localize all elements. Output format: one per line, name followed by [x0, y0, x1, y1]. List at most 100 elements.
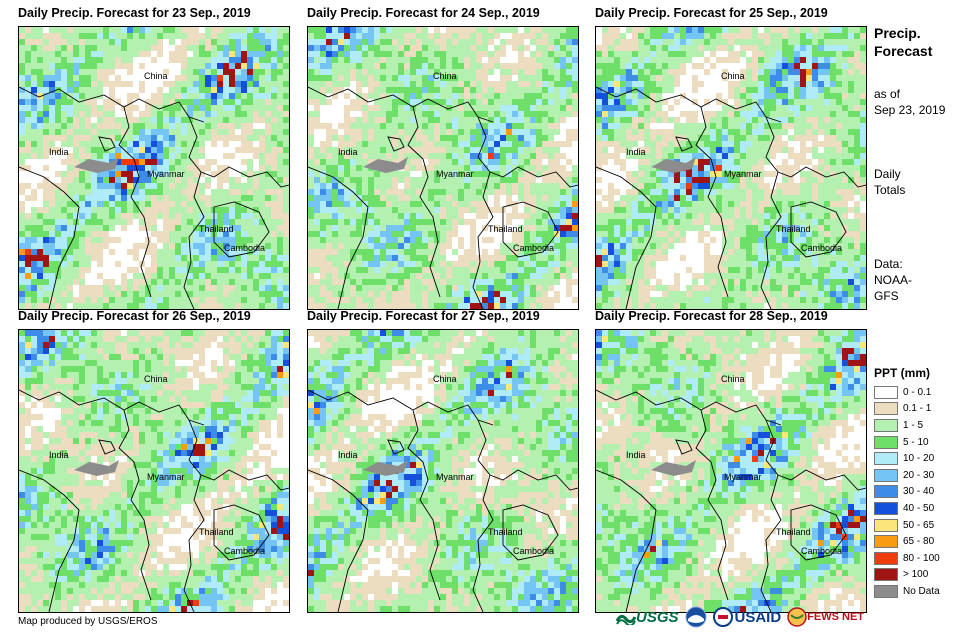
precip-cell [253, 129, 259, 135]
precip-cell [368, 39, 374, 45]
precip-cell [55, 279, 61, 285]
precip-cell [416, 93, 422, 99]
precip-cell [806, 39, 812, 45]
precip-cell [392, 153, 398, 159]
precip-cell [668, 177, 674, 183]
precip-cell [752, 33, 758, 39]
precip-cell [163, 219, 169, 225]
precip-cell [241, 195, 247, 201]
precip-cell [37, 51, 43, 57]
precip-cell [608, 117, 614, 123]
precip-cell [31, 57, 37, 63]
precip-cell [350, 261, 356, 267]
precip-cell [19, 219, 25, 225]
precip-cell [91, 69, 97, 75]
precip-cell [794, 135, 800, 141]
precip-cell [151, 57, 157, 63]
precip-cell [482, 213, 488, 219]
precip-cell [253, 177, 259, 183]
precip-cell [716, 27, 722, 33]
precip-cell [151, 33, 157, 39]
precip-cell [476, 165, 482, 171]
precip-cell [43, 153, 49, 159]
precip-cell [277, 279, 283, 285]
precip-cell [181, 63, 187, 69]
precip-cell [500, 171, 506, 177]
precip-cell [91, 57, 97, 63]
precip-cell [446, 195, 452, 201]
precip-cell [740, 69, 746, 75]
precip-cell [548, 285, 554, 291]
precip-cell [199, 111, 205, 117]
precip-cell [169, 177, 175, 183]
precip-cell [416, 99, 422, 105]
precip-cell [596, 75, 602, 81]
precip-cell [800, 105, 806, 111]
precip-cell [157, 87, 163, 93]
precip-cell [770, 93, 776, 99]
precip-cell [698, 165, 704, 171]
precip-cell [626, 75, 632, 81]
precip-cell [368, 153, 374, 159]
precip-cell [223, 51, 229, 57]
precip-cell [326, 279, 332, 285]
precip-cell [37, 249, 43, 255]
precip-cell [422, 105, 428, 111]
precip-cell [488, 63, 494, 69]
precip-cell [163, 243, 169, 249]
precip-cell [470, 87, 476, 93]
precip-cell [536, 249, 542, 255]
precip-cell [512, 33, 518, 39]
precip-cell [356, 213, 362, 219]
precip-cell [428, 189, 434, 195]
precip-cell [145, 225, 151, 231]
precip-cell [410, 225, 416, 231]
precip-cell [464, 195, 470, 201]
precip-cell [446, 165, 452, 171]
precip-cell [518, 261, 524, 267]
precip-cell [746, 159, 752, 165]
precip-cell [488, 261, 494, 267]
precip-cell [265, 33, 271, 39]
precip-cell [55, 69, 61, 75]
precip-cell [614, 111, 620, 117]
precip-cell [332, 153, 338, 159]
precip-cell [211, 111, 217, 117]
precip-cell [788, 153, 794, 159]
precip-cell [344, 123, 350, 129]
precip-cell [277, 261, 283, 267]
precip-cell [37, 87, 43, 93]
precip-cell [746, 165, 752, 171]
precip-cell [326, 87, 332, 93]
precip-cell [746, 129, 752, 135]
precip-cell [55, 123, 61, 129]
precip-cell [758, 39, 764, 45]
precip-cell [97, 117, 103, 123]
precip-cell [73, 63, 79, 69]
precip-cell [716, 135, 722, 141]
precip-cell [518, 249, 524, 255]
precip-cell [151, 117, 157, 123]
precip-cell [85, 111, 91, 117]
precip-cell [782, 123, 788, 129]
precip-cell [356, 291, 362, 297]
precip-cell [728, 93, 734, 99]
precip-cell [199, 231, 205, 237]
precip-cell [488, 129, 494, 135]
precip-cell [241, 93, 247, 99]
precip-cell [97, 213, 103, 219]
precip-cell [440, 129, 446, 135]
precip-cell [253, 27, 259, 33]
precip-cell [103, 195, 109, 201]
precip-cell [380, 69, 386, 75]
precip-cell [410, 201, 416, 207]
precip-cell [560, 141, 566, 147]
precip-cell [175, 123, 181, 129]
precip-cell [548, 63, 554, 69]
precip-cell [524, 147, 530, 153]
precip-cell [85, 177, 91, 183]
precip-cell [133, 141, 139, 147]
precip-cell [187, 195, 193, 201]
precip-cell [127, 207, 133, 213]
precip-cell [596, 45, 602, 51]
